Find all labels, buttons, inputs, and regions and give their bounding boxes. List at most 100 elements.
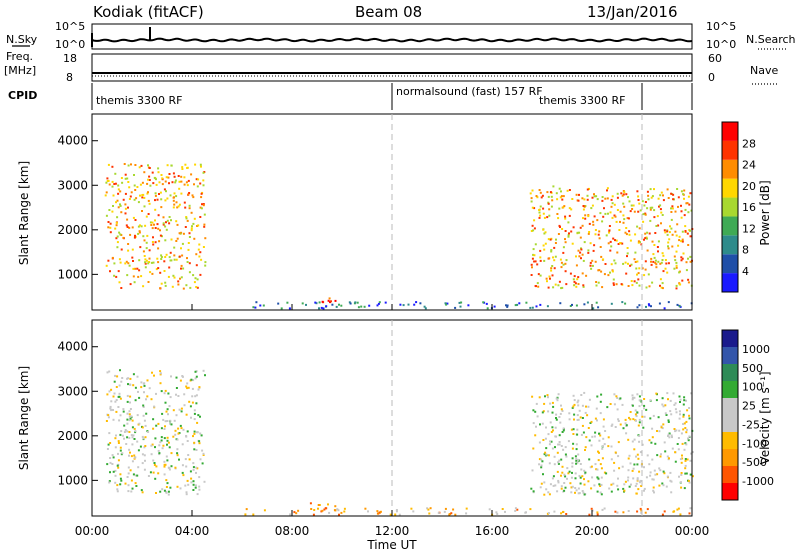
heatmap-cell bbox=[669, 225, 671, 228]
heatmap-cell bbox=[674, 259, 677, 262]
heatmap-cell bbox=[183, 201, 186, 204]
heatmap-cell bbox=[187, 248, 190, 251]
heatmap-cell bbox=[144, 262, 147, 265]
heatmap-cell bbox=[114, 474, 117, 477]
heatmap-cell bbox=[130, 191, 133, 194]
heatmap-cell bbox=[557, 479, 560, 482]
heatmap-cell bbox=[179, 379, 182, 382]
heatmap-cell bbox=[649, 206, 652, 209]
heatmap-cell bbox=[538, 209, 541, 211]
cpid-panel: CPID themis 3300 RF normalsound (fast) 1… bbox=[8, 83, 693, 110]
y-tick-label: 4000 bbox=[57, 134, 88, 148]
heatmap-cell bbox=[549, 238, 552, 241]
heatmap-cell bbox=[118, 419, 121, 422]
heatmap-cell bbox=[168, 222, 171, 225]
heatmap-cell bbox=[625, 193, 628, 196]
heatmap-cell bbox=[168, 405, 171, 408]
heatmap-cell bbox=[108, 209, 111, 211]
heatmap-cell bbox=[688, 417, 691, 420]
heatmap-cell bbox=[593, 193, 595, 196]
heatmap-cell bbox=[126, 412, 129, 415]
heatmap-cell bbox=[175, 220, 178, 223]
heatmap-cell bbox=[554, 426, 557, 429]
heatmap-cell bbox=[187, 193, 190, 196]
colorbar-swatch bbox=[722, 398, 738, 415]
heatmap-cell bbox=[133, 198, 136, 201]
heatmap-cell bbox=[603, 207, 605, 210]
heatmap-cell bbox=[638, 227, 641, 230]
heatmap-cell bbox=[533, 254, 536, 257]
heatmap-cell bbox=[134, 386, 137, 389]
heatmap-cell bbox=[145, 259, 148, 262]
heatmap-cell bbox=[652, 253, 655, 256]
heatmap-cell bbox=[172, 409, 175, 412]
heatmap-cell bbox=[426, 507, 429, 510]
heatmap-cell bbox=[571, 242, 574, 245]
heatmap-cell bbox=[643, 274, 646, 277]
heatmap-cell bbox=[584, 446, 587, 449]
heatmap-cell bbox=[142, 193, 145, 196]
heatmap-cell bbox=[533, 227, 536, 230]
heatmap-cell bbox=[651, 195, 654, 198]
heatmap-cell bbox=[574, 487, 577, 489]
heatmap-cell bbox=[252, 513, 255, 516]
heatmap-cell bbox=[535, 285, 537, 288]
heatmap-cell bbox=[532, 409, 535, 412]
colorbar-swatch bbox=[722, 432, 738, 449]
heatmap-cell bbox=[154, 219, 156, 222]
heatmap-cell bbox=[161, 235, 163, 238]
heatmap-cell bbox=[145, 241, 148, 244]
heatmap-cell bbox=[152, 243, 155, 246]
heatmap-cell bbox=[140, 275, 143, 278]
heatmap-cell bbox=[610, 198, 613, 201]
heatmap-cell bbox=[611, 195, 614, 198]
heatmap-cell bbox=[575, 264, 578, 267]
heatmap-cell bbox=[631, 404, 634, 407]
heatmap-cell bbox=[553, 463, 556, 466]
heatmap-cell bbox=[590, 420, 593, 423]
heatmap-cell bbox=[575, 457, 578, 460]
heatmap-cell bbox=[563, 489, 566, 492]
heatmap-cell bbox=[589, 422, 592, 424]
heatmap-cell bbox=[542, 207, 545, 210]
heatmap-cell bbox=[638, 440, 641, 443]
heatmap-cell bbox=[134, 234, 136, 237]
heatmap-cell bbox=[192, 483, 195, 486]
heatmap-cell bbox=[149, 184, 152, 187]
heatmap-cell bbox=[666, 233, 669, 236]
heatmap-cell bbox=[564, 262, 567, 265]
heatmap-cell bbox=[633, 438, 636, 441]
heatmap-cell bbox=[178, 458, 180, 461]
heatmap-cell bbox=[606, 197, 609, 200]
heatmap-cell bbox=[580, 247, 582, 250]
heatmap-cell bbox=[594, 463, 597, 466]
heatmap-cell bbox=[111, 180, 114, 183]
heatmap-cell bbox=[165, 221, 167, 224]
heatmap-cell bbox=[328, 511, 331, 514]
heatmap-cell bbox=[600, 483, 603, 486]
heatmap-cell bbox=[193, 418, 196, 421]
heatmap-cell bbox=[678, 282, 681, 285]
heatmap-cell bbox=[576, 428, 579, 431]
heatmap-cell bbox=[123, 424, 126, 427]
heatmap-cell bbox=[134, 267, 137, 270]
heatmap-cell bbox=[636, 411, 639, 414]
heatmap-cell bbox=[109, 270, 111, 273]
heatmap-cell bbox=[444, 507, 447, 510]
heatmap-cell bbox=[199, 415, 201, 418]
heatmap-cell bbox=[576, 461, 579, 464]
heatmap-cell bbox=[193, 432, 196, 435]
heatmap-cell bbox=[144, 258, 147, 261]
heatmap-cell bbox=[343, 510, 346, 513]
heatmap-cell bbox=[645, 236, 648, 239]
heatmap-cell bbox=[651, 427, 654, 430]
heatmap-cell bbox=[172, 172, 175, 175]
heatmap-cell bbox=[116, 246, 119, 249]
x-tick-label: 04:00 bbox=[175, 524, 210, 538]
heatmap-cell bbox=[454, 513, 457, 516]
heatmap-cell bbox=[685, 202, 688, 205]
heatmap-cell bbox=[112, 194, 115, 197]
heatmap-cell bbox=[180, 192, 183, 195]
heatmap-cell bbox=[546, 305, 549, 308]
heatmap-cell bbox=[559, 421, 562, 424]
